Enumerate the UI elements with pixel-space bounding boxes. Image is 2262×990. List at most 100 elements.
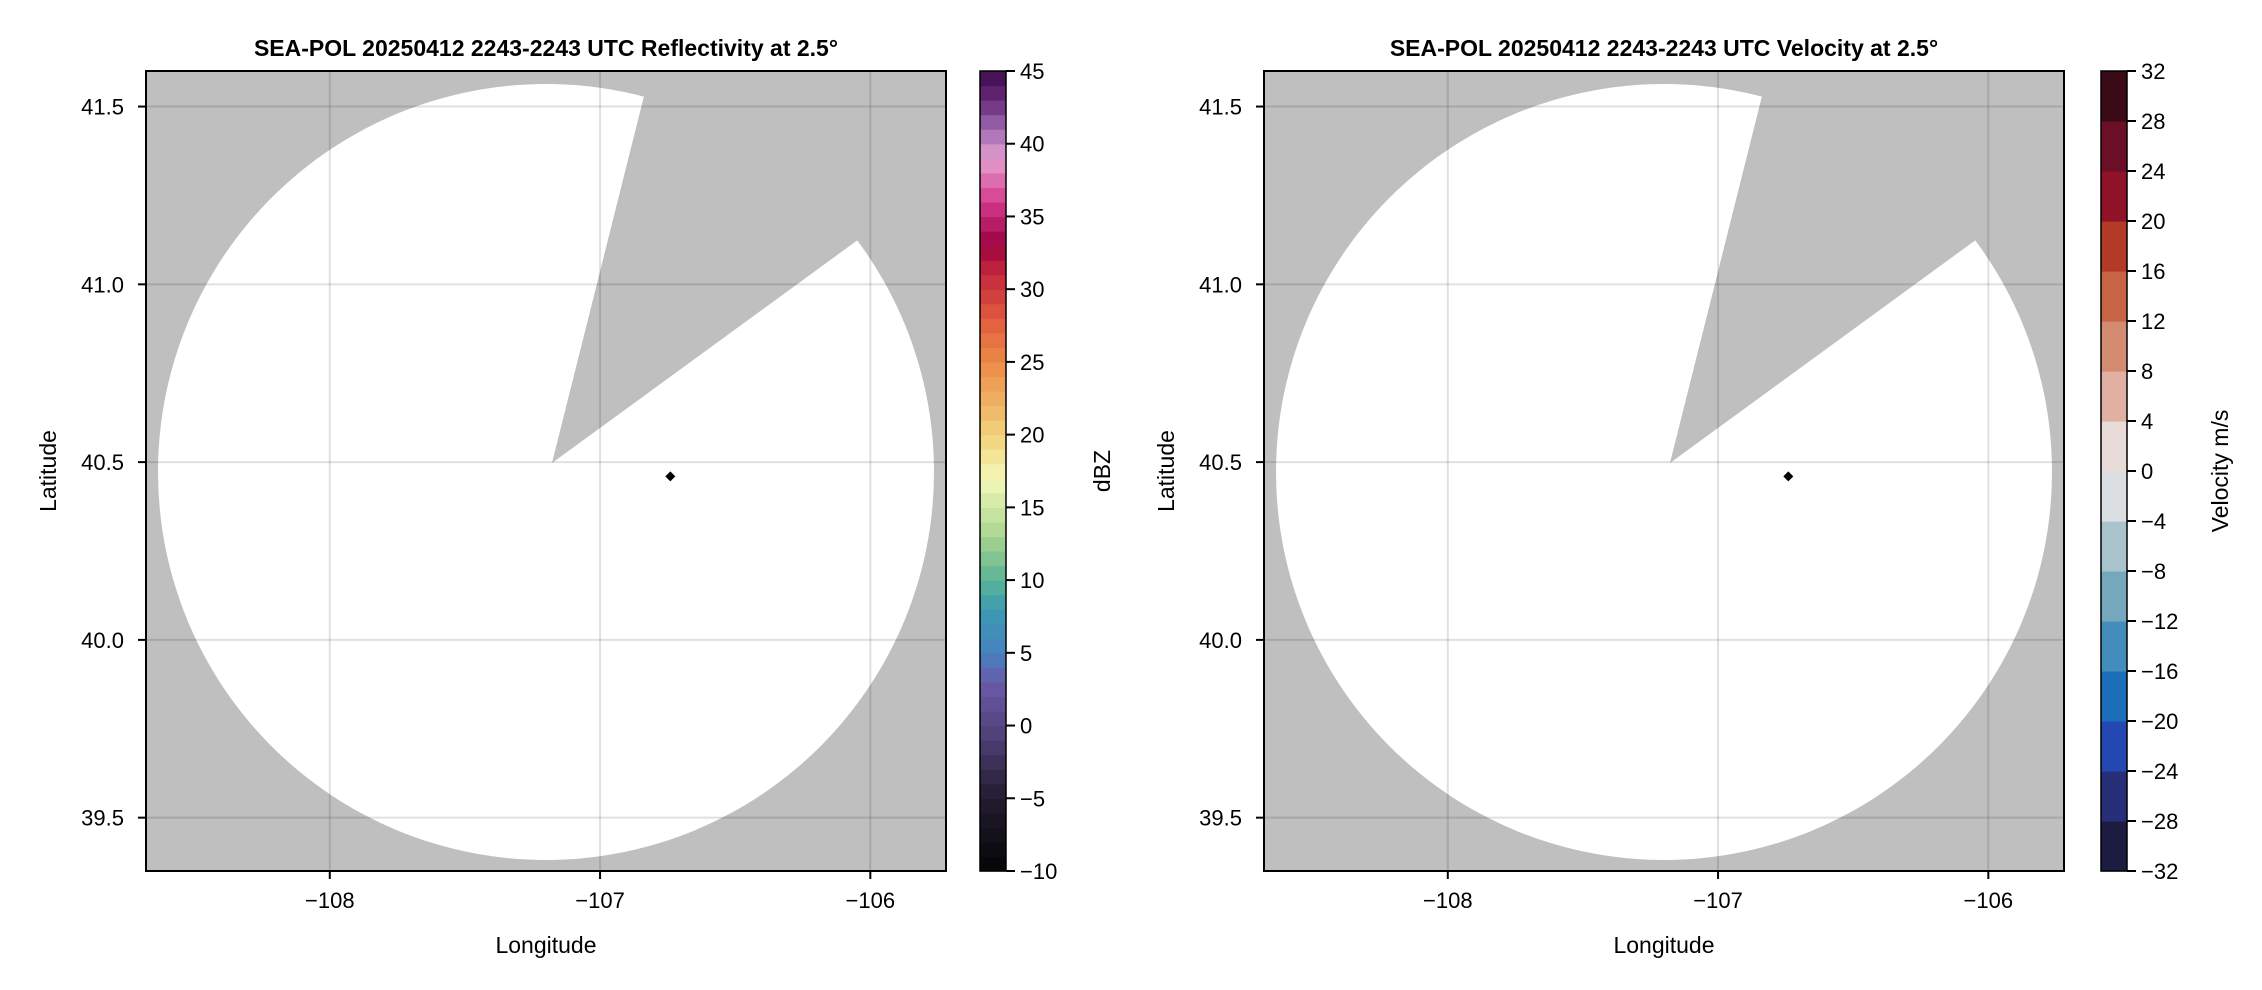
- colorbar-bin: [980, 798, 1006, 814]
- colorbar-bin: [980, 754, 1006, 770]
- colorbar-bin: [980, 158, 1006, 174]
- colorbar-bin: [980, 85, 1006, 101]
- colorbar-bin: [980, 623, 1006, 639]
- colorbar-bin: [980, 274, 1006, 290]
- colorbar-bin: [980, 129, 1006, 145]
- colorbar-bin: [980, 71, 1006, 87]
- colorbar-bin: [980, 245, 1006, 261]
- colorbar-bin: [980, 100, 1006, 116]
- colorbar-tick-label: 30: [1020, 277, 1044, 302]
- blocked-sector-wedge: [552, 71, 946, 463]
- colorbar-bin: [980, 609, 1006, 625]
- y-tick-label: 41.0: [81, 272, 124, 297]
- colorbar-bin: [980, 420, 1006, 436]
- colorbar-tick-label: 20: [2141, 209, 2165, 234]
- x-tick-label: −107: [1693, 888, 1743, 913]
- colorbar-tick-label: −28: [2141, 809, 2178, 834]
- colorbar-bin: [980, 740, 1006, 756]
- colorbar-tick-label: 20: [1020, 423, 1044, 448]
- colorbar-bin: [980, 769, 1006, 785]
- colorbar-bin: [980, 492, 1006, 508]
- colorbar-bin: [980, 434, 1006, 450]
- colorbar-tick-label: −5: [1020, 786, 1045, 811]
- radar-location-marker: [665, 471, 676, 482]
- colorbar-bin: [980, 507, 1006, 523]
- y-tick-label: 40.0: [1199, 628, 1242, 653]
- colorbar-bin: [2101, 571, 2127, 622]
- y-tick-label: 41.0: [1199, 272, 1242, 297]
- colorbar-bin: [2101, 821, 2127, 872]
- colorbar-bin: [980, 260, 1006, 276]
- colorbar-tick-label: 4: [2141, 409, 2153, 434]
- colorbar-bin: [2101, 621, 2127, 672]
- colorbar-bin: [2101, 271, 2127, 322]
- y-tick-label: 41.5: [81, 95, 124, 120]
- velocity-panel: SEA-POL 20250412 2243-2243 UTC Velocity …: [1153, 35, 2233, 958]
- colorbar-tick-label: 12: [2141, 309, 2165, 334]
- colorbar-bin: [980, 463, 1006, 479]
- colorbar-bin: [980, 783, 1006, 799]
- colorbar-bin: [980, 289, 1006, 305]
- colorbar-bin: [2101, 671, 2127, 722]
- colorbar-tick-label: −8: [2141, 559, 2166, 584]
- colorbar-bin: [980, 667, 1006, 683]
- colorbar-bin: [980, 725, 1006, 741]
- colorbar-tick-label: −4: [2141, 509, 2166, 534]
- colorbar-bin: [980, 332, 1006, 348]
- radar-location-marker: [1783, 471, 1794, 482]
- colorbar-tick-label: 16: [2141, 259, 2165, 284]
- colorbar-tick-label: 5: [1020, 641, 1032, 666]
- colorbar-bin: [2101, 721, 2127, 772]
- colorbar-tick-label: −10: [1020, 859, 1057, 884]
- colorbar-bin: [980, 361, 1006, 378]
- colorbar-bin: [2101, 471, 2127, 522]
- reflectivity-colorbar-label: dBZ: [1089, 450, 1115, 492]
- velocity-colorbar-label: Velocity m/s: [2207, 410, 2233, 533]
- colorbar-tick-label: 25: [1020, 350, 1044, 375]
- x-tick-label: −108: [1423, 888, 1473, 913]
- reflectivity-xlabel: Longitude: [495, 932, 596, 958]
- colorbar-bin: [2101, 421, 2127, 472]
- y-tick-label: 41.5: [1199, 95, 1242, 120]
- colorbar-tick-label: 45: [1020, 59, 1044, 84]
- colorbar-bin: [980, 216, 1006, 232]
- colorbar-tick-label: 24: [2141, 159, 2165, 184]
- colorbar-tick-label: −24: [2141, 759, 2178, 784]
- colorbar-bin: [980, 114, 1006, 130]
- colorbar-bin: [980, 405, 1006, 421]
- colorbar-bin: [980, 347, 1006, 363]
- colorbar-bin: [980, 812, 1006, 828]
- colorbar-bin: [980, 536, 1006, 552]
- colorbar-tick-label: −32: [2141, 859, 2178, 884]
- colorbar-bin: [980, 303, 1006, 319]
- colorbar-bin: [980, 231, 1006, 247]
- colorbar-bin: [980, 711, 1006, 727]
- velocity-ylabel: Latitude: [1153, 430, 1179, 512]
- colorbar-bin: [980, 143, 1006, 159]
- colorbar-tick-label: 15: [1020, 495, 1044, 520]
- colorbar-tick-label: 32: [2141, 59, 2165, 84]
- plot-area: [146, 71, 946, 871]
- velocity-title: SEA-POL 20250412 2243-2243 UTC Velocity …: [1390, 35, 1938, 61]
- colorbar-tick-label: 8: [2141, 359, 2153, 384]
- colorbar-bin: [980, 638, 1006, 654]
- y-tick-label: 39.5: [81, 806, 124, 831]
- axes-frame: [145, 70, 947, 872]
- axes-frame: [1263, 70, 2065, 872]
- x-tick-label: −106: [846, 888, 896, 913]
- x-tick-label: −108: [305, 888, 355, 913]
- colorbar-tick-label: 28: [2141, 109, 2165, 134]
- x-tick-label: −107: [575, 888, 625, 913]
- colorbar-bin: [980, 376, 1006, 392]
- y-tick-label: 40.5: [1199, 450, 1242, 475]
- blocked-sector-wedge: [1670, 71, 2064, 463]
- colorbar-tick-label: −12: [2141, 609, 2178, 634]
- colorbar-bin: [2101, 771, 2127, 822]
- x-tick-label: −106: [1964, 888, 2014, 913]
- colorbar-bin: [980, 521, 1006, 538]
- colorbar-bin: [980, 856, 1006, 872]
- colorbar-tick-label: −20: [2141, 709, 2178, 734]
- reflectivity-ylabel: Latitude: [35, 430, 61, 512]
- colorbar-bin: [980, 172, 1006, 188]
